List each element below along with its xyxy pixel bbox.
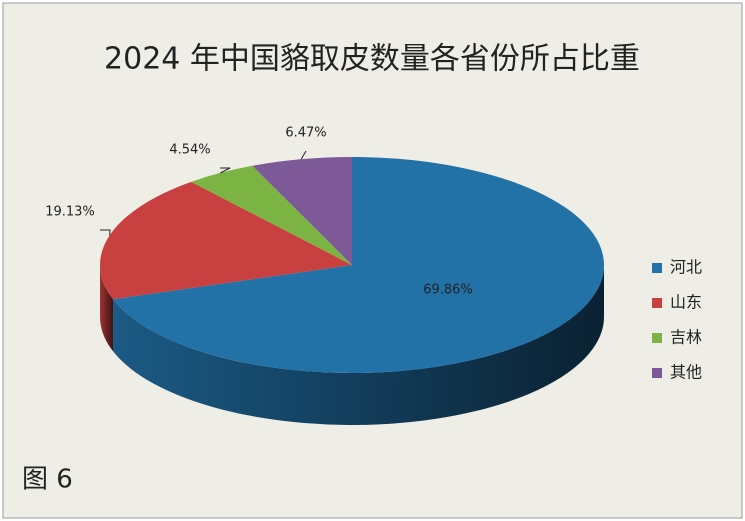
- legend-swatch: [652, 368, 662, 378]
- slice: [113, 157, 605, 373]
- slice: [99, 181, 352, 300]
- leader-line: [300, 150, 307, 160]
- chart-title: 2024 年中国貉取皮数量各省份所占比重: [104, 42, 640, 77]
- labels: 69.86% 19.13% 4.54% 6.47%: [45, 126, 473, 298]
- legend-label: 山东: [670, 293, 702, 312]
- pie-tops: [99, 157, 605, 373]
- legend-label: 吉林: [670, 328, 702, 347]
- pie-sides: [100, 265, 605, 425]
- leader-line: [100, 229, 111, 236]
- data-label: 4.54%: [169, 143, 210, 158]
- caption: 图 6: [22, 465, 73, 495]
- legend-label: 河北: [670, 258, 702, 277]
- legend-label: 其他: [670, 363, 702, 382]
- legend-swatch: [652, 263, 662, 273]
- leader-line: [220, 167, 231, 174]
- slice: [191, 165, 352, 265]
- slice-side: [113, 265, 605, 425]
- legend-swatch: [652, 333, 662, 343]
- slice: [252, 157, 352, 265]
- data-label: 19.13%: [45, 205, 95, 220]
- data-label: 6.47%: [285, 126, 326, 141]
- legend-swatch: [652, 298, 662, 308]
- data-label: 69.86%: [423, 283, 473, 298]
- slice-side: [100, 265, 114, 352]
